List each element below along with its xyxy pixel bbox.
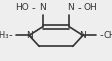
Text: -: - [100,30,103,40]
Text: OH: OH [83,3,97,12]
Text: N: N [67,3,73,12]
Text: -: - [9,30,12,40]
Text: N: N [39,3,45,12]
Text: HO: HO [15,3,29,12]
Text: CH₃: CH₃ [0,31,9,40]
Text: N: N [80,31,86,40]
Text: CH₃: CH₃ [103,31,112,40]
Text: -: - [31,3,35,13]
Text: N: N [26,31,32,40]
Text: -: - [77,3,81,13]
